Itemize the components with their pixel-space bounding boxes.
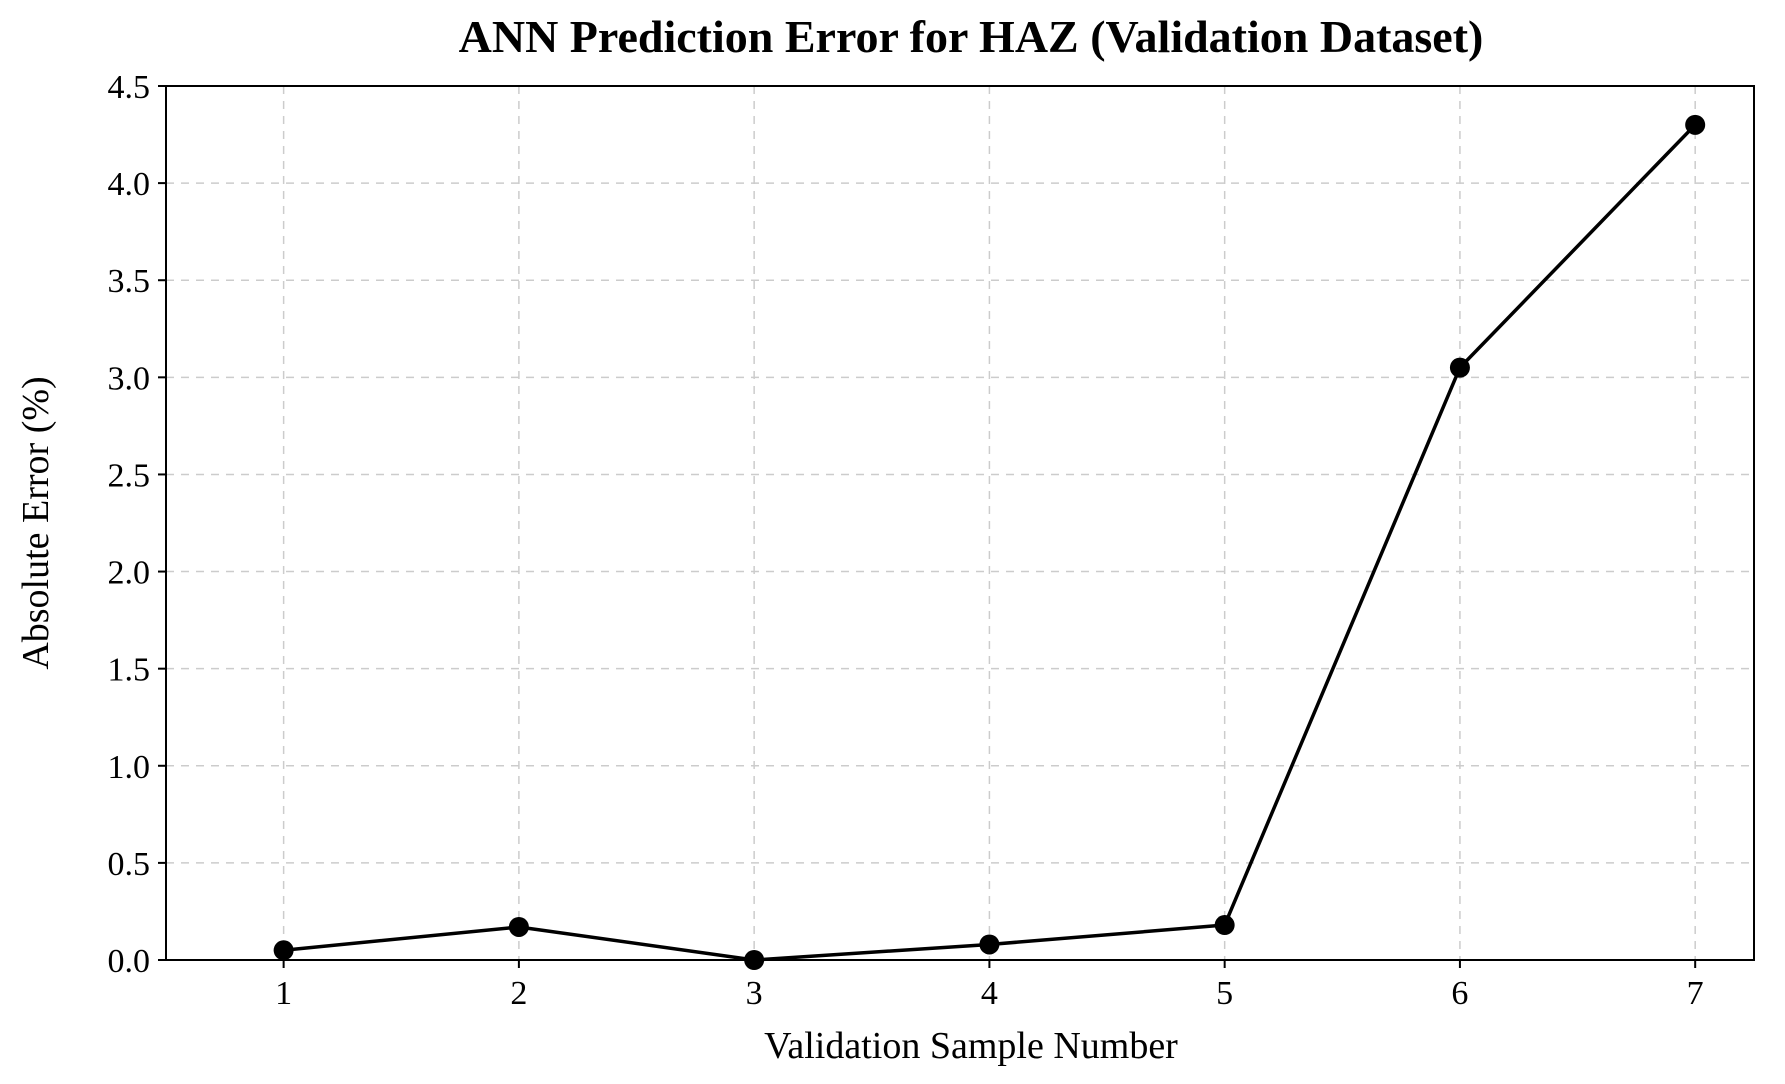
x-tick-label: 5 xyxy=(1216,975,1233,1012)
y-tick-label: 2.5 xyxy=(108,457,151,494)
y-tick-label: 0.5 xyxy=(108,846,151,883)
data-point xyxy=(744,950,765,970)
x-axis-label: Validation Sample Number xyxy=(764,1025,1178,1067)
x-tick-label: 2 xyxy=(510,975,527,1012)
chart-title: ANN Prediction Error for HAZ (Validation… xyxy=(459,11,1484,62)
series-layer xyxy=(273,114,1706,970)
y-tick-label: 4.5 xyxy=(108,69,151,106)
y-tick-label: 1.5 xyxy=(108,652,151,689)
y-axis-label: Absolute Error (%) xyxy=(15,376,57,669)
x-tick-label: 4 xyxy=(981,975,998,1012)
x-tick-label: 6 xyxy=(1451,975,1468,1012)
data-point xyxy=(1214,915,1235,936)
data-point xyxy=(1449,357,1470,378)
data-point xyxy=(1685,114,1706,135)
plot-frame xyxy=(165,85,1755,961)
y-tick-label: 0.0 xyxy=(108,943,151,980)
x-tick-label: 1 xyxy=(275,975,292,1012)
data-point xyxy=(508,916,529,937)
y-tick-label: 2.0 xyxy=(108,555,151,592)
data-point xyxy=(979,934,1000,955)
data-point xyxy=(273,940,294,961)
y-tick-label: 3.0 xyxy=(108,360,151,397)
y-tick-label: 4.0 xyxy=(108,166,151,203)
y-tick-label: 1.0 xyxy=(108,749,151,786)
grid-lines xyxy=(166,86,1754,960)
axis-ticks: 1 2 3 4 5 6 7 0.0 0.5 1.0 1.5 2.0 2.5 3.0 3.5 4.0 4.5 xyxy=(108,69,1704,1012)
x-tick-label: 3 xyxy=(746,975,763,1012)
x-tick-label: 7 xyxy=(1687,975,1704,1012)
y-tick-label: 3.5 xyxy=(108,263,151,300)
